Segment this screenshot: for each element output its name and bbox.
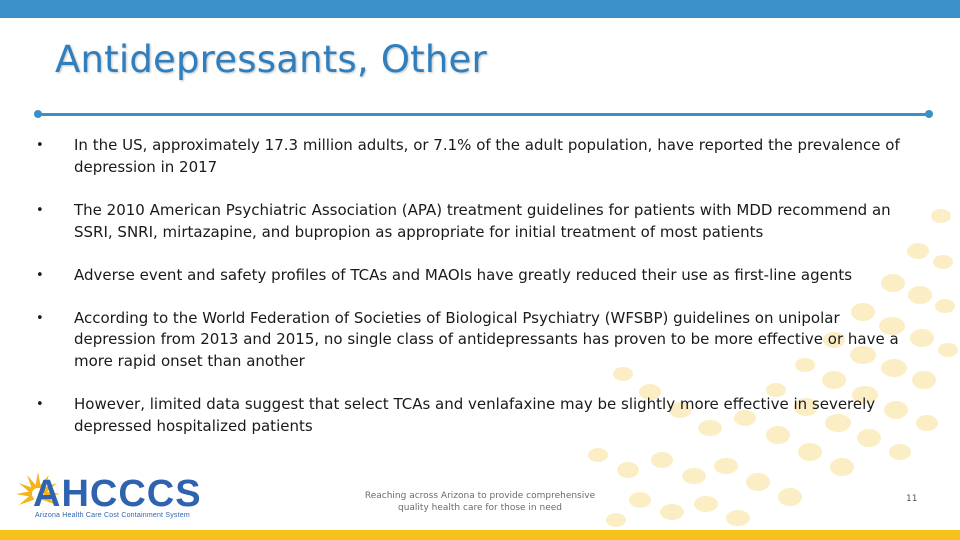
title-divider bbox=[38, 113, 928, 116]
divider-left-dot bbox=[34, 110, 42, 118]
bottom-accent-bar bbox=[0, 530, 960, 540]
sunburst-icon bbox=[16, 472, 60, 505]
bullet-item: However, limited data suggest that selec… bbox=[36, 394, 926, 437]
bullet-item: In the US, approximately 17.3 million ad… bbox=[36, 135, 926, 178]
divider-right-dot bbox=[925, 110, 933, 118]
footer-tagline: Reaching across Arizona to provide compr… bbox=[360, 490, 600, 514]
bullet-item: According to the World Federation of Soc… bbox=[36, 308, 926, 373]
tagline-line-1: Reaching across Arizona to provide compr… bbox=[364, 491, 596, 501]
page-number: 11 bbox=[906, 494, 918, 504]
tagline-line-2: quality health care for those in need bbox=[398, 503, 562, 513]
slide-title: Antidepressants, Other bbox=[55, 38, 487, 81]
ahcccs-logo: AHCCCS bbox=[33, 473, 202, 515]
bullet-item: Adverse event and safety profiles of TCA… bbox=[36, 265, 926, 287]
bullet-item: The 2010 American Psychiatric Associatio… bbox=[36, 200, 926, 243]
logo-subtitle: Arizona Health Care Cost Containment Sys… bbox=[35, 512, 190, 519]
top-accent-bar bbox=[0, 0, 960, 18]
bullet-list: In the US, approximately 17.3 million ad… bbox=[36, 135, 926, 437]
